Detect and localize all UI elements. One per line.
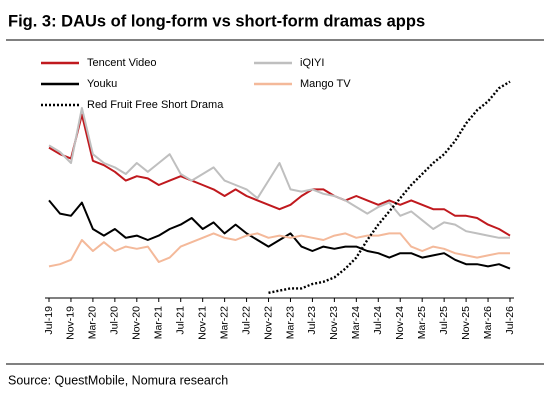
x-tick-label: Mar-24 [350, 306, 362, 339]
x-tick-label: Nov-23 [328, 306, 340, 340]
x-tick-label: Nov-24 [394, 306, 406, 340]
x-tick-label: Nov-25 [460, 306, 472, 340]
series-line [48, 199, 511, 270]
x-tick-label: Jul-20 [109, 306, 121, 335]
x-tick-label: Jul-26 [504, 306, 516, 335]
x-tick-label: Nov-21 [196, 306, 208, 340]
source: Source: QuestMobile, Nomura research [8, 373, 228, 387]
x-tick-label: Nov-22 [262, 306, 274, 340]
x-tick-label: Mar-21 [153, 306, 165, 339]
x-tick-label: Nov-20 [131, 306, 143, 340]
legend-label: Tencent Video [87, 57, 157, 69]
x-tick-label: Jul-21 [174, 306, 186, 335]
legend-label: Red Fruit Free Short Drama [87, 99, 224, 111]
x-tick-label: Jul-25 [438, 306, 450, 335]
x-tick-label: Jul-23 [306, 306, 318, 335]
x-tick-label: Mar-20 [87, 306, 99, 339]
chart-title: Fig. 3: DAUs of long-form vs short-form … [8, 12, 425, 30]
x-tick-label: Jul-24 [372, 306, 384, 335]
x-tick-label: Jul-22 [240, 306, 252, 335]
series-line [48, 232, 510, 268]
series-line [48, 113, 511, 237]
x-tick-label: Mar-23 [284, 306, 296, 339]
x-tick-label: Mar-25 [416, 306, 428, 339]
legend-label: Mango TV [300, 78, 351, 90]
legend-label: Youku [87, 78, 117, 90]
series-line [268, 80, 511, 294]
x-tick-label: Mar-26 [482, 306, 494, 339]
x-tick-label: Jul-19 [43, 306, 55, 335]
series-line [48, 107, 510, 239]
legend-label: iQIYI [300, 57, 324, 69]
x-tick-label: Mar-22 [218, 306, 230, 339]
x-tick-label: Nov-19 [65, 306, 77, 340]
